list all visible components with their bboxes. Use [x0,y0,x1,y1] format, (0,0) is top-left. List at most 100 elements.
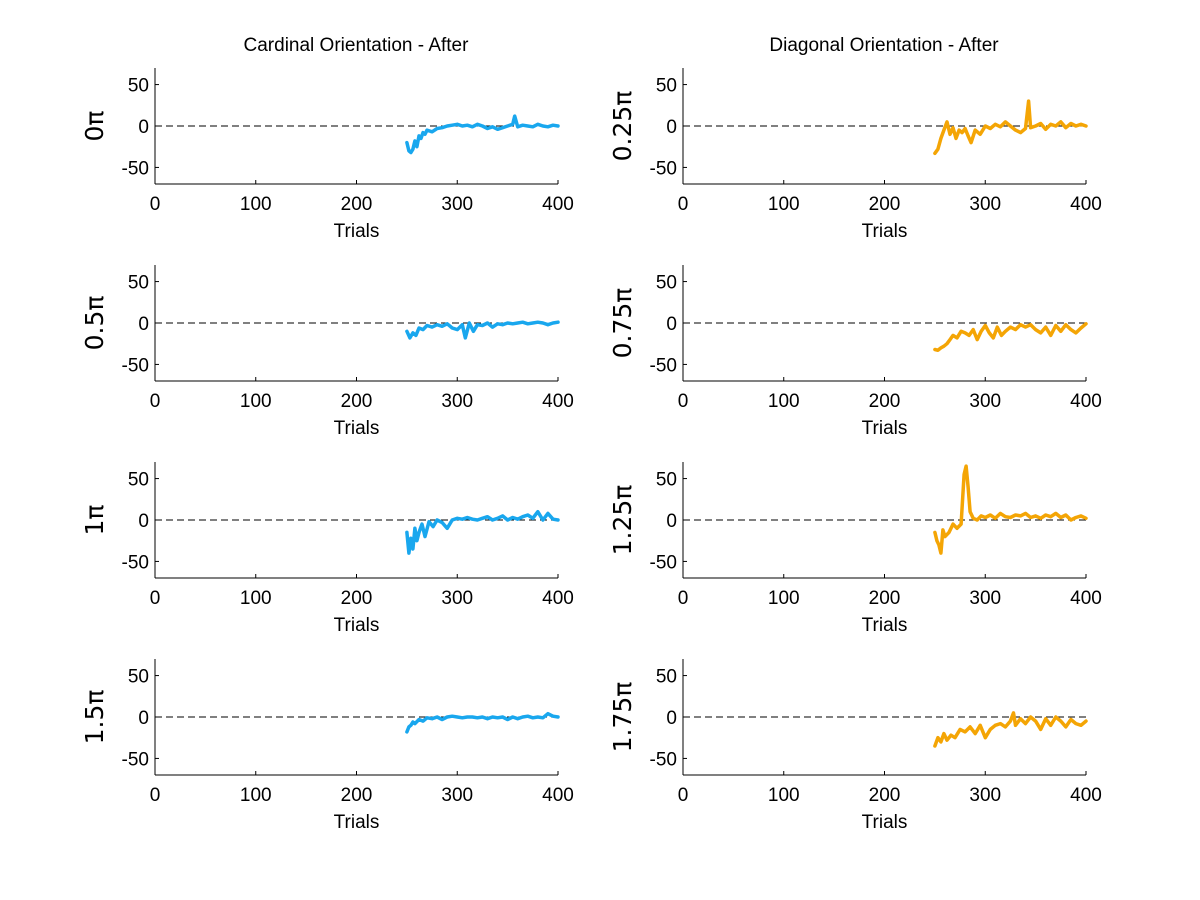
y-tick-label: -50 [122,355,149,376]
y-tick-label: 0 [666,117,677,138]
x-axis-label: Trials [862,418,908,439]
y-tick-label: -50 [650,552,677,573]
x-tick-label: 300 [969,588,1001,609]
x-tick-label: 200 [869,391,901,412]
x-tick-label: 400 [1070,785,1102,806]
x-tick-label: 400 [542,194,574,215]
y-tick-label: 0 [138,117,149,138]
series-line [405,509,560,555]
x-tick-label: 400 [1070,391,1102,412]
x-tick-label: 400 [1070,194,1102,215]
x-tick-label: 100 [768,588,800,609]
x-tick-label: 0 [150,588,161,609]
x-tick-label: 0 [678,194,689,215]
x-tick-label: 400 [1070,588,1102,609]
y-tick-label: 0 [666,708,677,729]
y-tick-label: 50 [656,667,677,688]
y-tick-label: 50 [656,470,677,491]
x-axis-label: Trials [334,812,380,833]
series-line [933,99,1088,156]
x-axis-label: Trials [334,418,380,439]
x-tick-label: 300 [441,785,473,806]
y-tick-label: 50 [656,76,677,97]
x-tick-label: 0 [150,785,161,806]
x-tick-label: 400 [542,785,574,806]
x-tick-label: 200 [341,194,373,215]
x-axis-label: Trials [334,615,380,636]
x-tick-label: 100 [768,194,800,215]
x-axis-label: Trials [862,221,908,242]
y-axis-label: 0π [80,111,109,142]
x-tick-label: 200 [869,588,901,609]
column-title-diagonal: Diagonal Orientation - After [769,35,999,56]
y-axis-label: 1.5π [80,690,109,745]
x-tick-label: 0 [150,194,161,215]
y-tick-label: -50 [122,158,149,179]
y-tick-label: 50 [128,273,149,294]
y-tick-label: 0 [138,314,149,335]
x-tick-label: 0 [678,391,689,412]
x-axis-label: Trials [334,221,380,242]
x-tick-label: 300 [969,785,1001,806]
x-tick-label: 200 [869,194,901,215]
y-axis-label: 0.5π [80,296,109,351]
y-tick-label: 50 [128,667,149,688]
x-tick-label: 100 [240,194,272,215]
x-tick-label: 200 [341,785,373,806]
x-tick-label: 200 [869,785,901,806]
x-tick-label: 200 [341,391,373,412]
y-axis-label: 0.75π [608,288,637,359]
series-line [933,711,1088,748]
series-line [933,464,1088,555]
series-line [405,711,560,734]
x-tick-label: 100 [768,785,800,806]
x-tick-label: 400 [542,588,574,609]
y-tick-label: 0 [666,511,677,532]
y-axis-label: 1.25π [608,485,637,556]
series-line [405,320,560,340]
y-tick-label: 50 [128,76,149,97]
y-axis-label: 1.75π [608,682,637,753]
x-axis-label: Trials [862,812,908,833]
x-tick-label: 0 [678,785,689,806]
x-tick-label: 100 [240,785,272,806]
y-tick-label: -50 [650,355,677,376]
y-tick-label: -50 [122,552,149,573]
x-tick-label: 200 [341,588,373,609]
x-tick-label: 400 [542,391,574,412]
y-tick-label: 50 [656,273,677,294]
y-tick-label: 0 [138,708,149,729]
y-tick-label: 0 [138,511,149,532]
y-tick-label: -50 [122,749,149,770]
x-tick-label: 300 [441,391,473,412]
column-title-cardinal: Cardinal Orientation - After [244,35,470,56]
x-axis-label: Trials [862,615,908,636]
y-tick-label: -50 [650,749,677,770]
x-tick-label: 300 [969,194,1001,215]
x-tick-label: 100 [240,588,272,609]
x-tick-label: 0 [678,588,689,609]
x-tick-label: 100 [768,391,800,412]
x-tick-label: 300 [441,194,473,215]
y-axis-label: 1π [80,505,109,536]
y-tick-label: 50 [128,470,149,491]
y-axis-label: 0.25π [608,91,637,162]
y-tick-label: -50 [650,158,677,179]
series-line [933,322,1088,353]
x-tick-label: 0 [150,391,161,412]
series-line [405,114,560,155]
x-tick-label: 100 [240,391,272,412]
x-tick-label: 300 [969,391,1001,412]
x-tick-label: 300 [441,588,473,609]
